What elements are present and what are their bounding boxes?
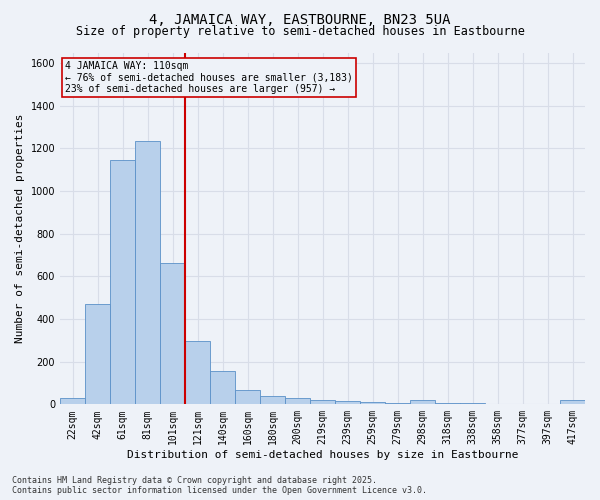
Bar: [185, 342, 210, 404]
Bar: [260, 396, 285, 404]
Bar: [135, 141, 160, 405]
Bar: [285, 398, 310, 404]
Bar: [385, 402, 410, 404]
Bar: [310, 400, 335, 404]
X-axis label: Distribution of semi-detached houses by size in Eastbourne: Distribution of semi-detached houses by …: [127, 450, 518, 460]
Bar: [560, 400, 585, 404]
Bar: [360, 402, 385, 404]
Text: Contains HM Land Registry data © Crown copyright and database right 2025.
Contai: Contains HM Land Registry data © Crown c…: [12, 476, 427, 495]
Bar: [110, 160, 135, 404]
Bar: [335, 401, 360, 404]
Bar: [60, 398, 85, 404]
Bar: [210, 372, 235, 404]
Text: 4, JAMAICA WAY, EASTBOURNE, BN23 5UA: 4, JAMAICA WAY, EASTBOURNE, BN23 5UA: [149, 12, 451, 26]
Bar: [160, 262, 185, 404]
Bar: [410, 400, 435, 404]
Text: Size of property relative to semi-detached houses in Eastbourne: Size of property relative to semi-detach…: [76, 25, 524, 38]
Bar: [435, 402, 460, 404]
Text: 4 JAMAICA WAY: 110sqm
← 76% of semi-detached houses are smaller (3,183)
23% of s: 4 JAMAICA WAY: 110sqm ← 76% of semi-deta…: [65, 62, 353, 94]
Bar: [235, 390, 260, 404]
Bar: [85, 304, 110, 404]
Y-axis label: Number of semi-detached properties: Number of semi-detached properties: [15, 114, 25, 343]
